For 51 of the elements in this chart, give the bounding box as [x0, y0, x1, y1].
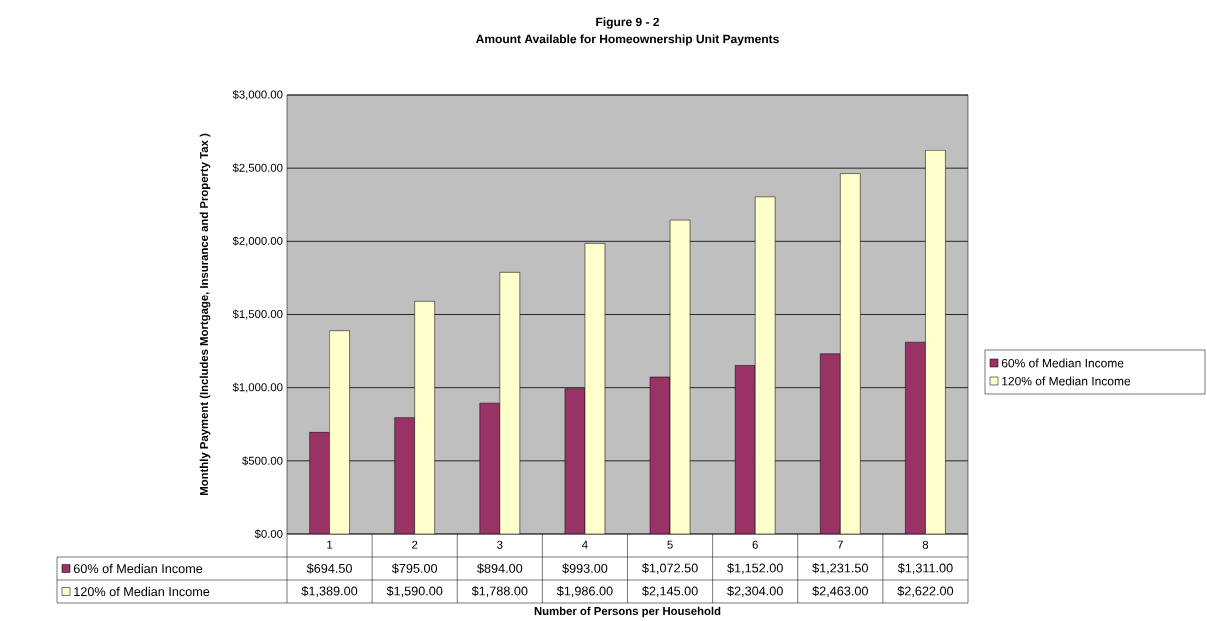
bar: [309, 432, 330, 534]
bar: [754, 196, 776, 534]
y-tick-label: $500.00: [242, 456, 283, 466]
data-label: $1,311.00: [897, 562, 953, 574]
y-axis-title: Monthly Payment (Includes Mortgage, Insurance and Property Tax ): [199, 133, 211, 495]
bar: [499, 272, 521, 534]
data-label: $1,590.00: [386, 585, 443, 597]
legend-label: 120% of Median Income: [1002, 376, 1131, 386]
x-tick-label: 1: [327, 540, 333, 549]
bar: [329, 330, 350, 534]
data-label: $993.00: [562, 563, 608, 574]
text: Number of Persons per Household: [534, 606, 721, 618]
data-label: $2,463.00: [812, 585, 868, 597]
chart-title: Figure 9 - 2: [596, 17, 660, 29]
data-label: $894.00: [477, 563, 523, 574]
x-tick-label: 5: [667, 540, 673, 549]
data-label: $2,304.00: [727, 585, 783, 597]
y-tick-label: $2,500.00: [232, 163, 283, 174]
data-label: $1,986.00: [556, 585, 613, 597]
chart-subtitle: Amount Available for Homeownership Unit Payments: [475, 34, 779, 46]
data-label: $1,788.00: [471, 585, 528, 597]
data-label: $1,231.50: [812, 562, 868, 574]
bar: [394, 417, 415, 534]
y-tick-label: $3,000.00: [232, 90, 283, 100]
bar: [479, 402, 501, 534]
bar: [734, 365, 756, 534]
x-tick-label: 6: [752, 540, 758, 549]
bar: [820, 353, 841, 534]
data-label: $1,072.50: [642, 562, 698, 574]
y-tick-label: $1,000.00: [232, 382, 283, 393]
bar: [925, 150, 946, 534]
x-tick-label: 4: [582, 540, 588, 549]
y-tick-label: $1,500.00: [232, 309, 283, 320]
x-tick-label: 3: [497, 540, 503, 549]
data-label: $1,389.00: [301, 585, 358, 597]
y-tick-label: $2,000.00: [232, 236, 283, 247]
bar: [414, 301, 435, 534]
text: 60% of Median Income: [73, 563, 203, 574]
data-label: $1,152.00: [727, 562, 783, 574]
x-tick-label: 8: [922, 540, 929, 549]
data-label: $694.50: [306, 563, 352, 574]
data-label: $2,145.00: [642, 585, 698, 597]
text: 120% of Median Income: [74, 586, 210, 597]
x-tick-label: 7: [837, 540, 843, 549]
legend-label: 60% of Median Income: [1001, 358, 1124, 368]
y-tick-label: $0.00: [254, 529, 283, 539]
data-label: $2,622.00: [897, 585, 954, 597]
bar: [905, 341, 926, 534]
bar: [840, 173, 861, 534]
data-label: $795.00: [391, 563, 438, 574]
x-tick-label: 2: [412, 540, 418, 549]
